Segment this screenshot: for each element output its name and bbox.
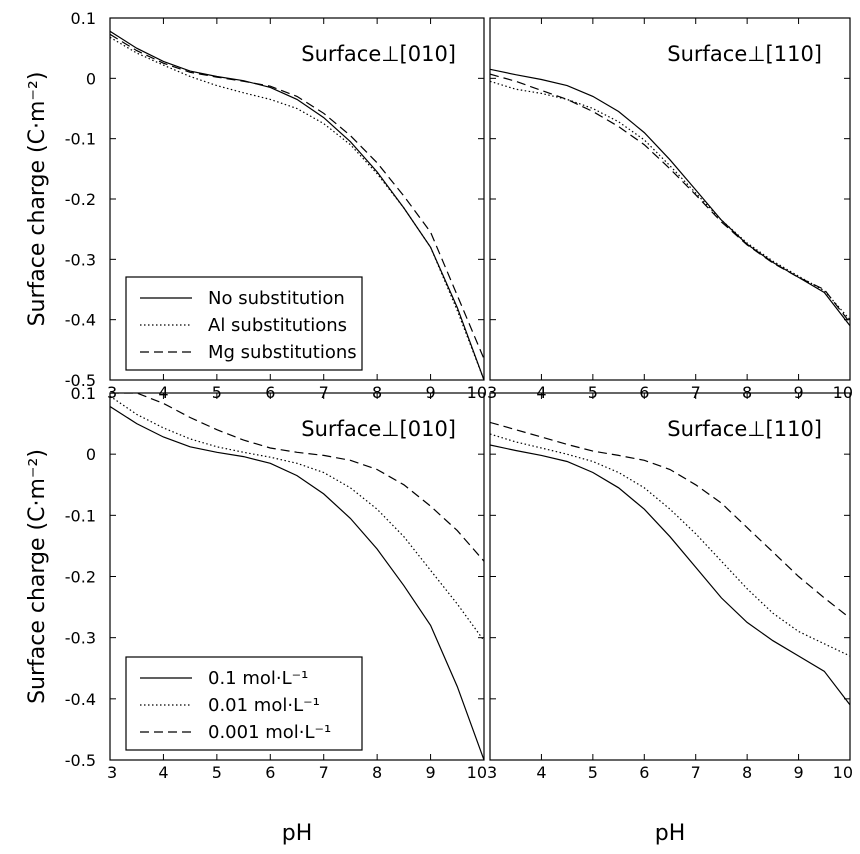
y-tick-label: -0.5 [65, 751, 96, 770]
series-line-2 [110, 36, 484, 380]
series-line-1 [110, 405, 484, 760]
x-tick-label: 7 [691, 763, 701, 782]
x-tick-label: 8 [742, 763, 752, 782]
y-tick-label: -0.2 [65, 568, 96, 587]
y-tick-label: -0.3 [65, 629, 96, 648]
y-tick-label: 0.1 [71, 384, 96, 403]
y-tick-label: -0.4 [65, 311, 96, 330]
series-line-3 [490, 73, 850, 324]
plot-frame [489, 17, 851, 381]
y-axis-title: Surface charge (C·m⁻²) [25, 72, 50, 327]
x-tick-label: 5 [588, 763, 598, 782]
y-tick-label: -0.2 [65, 190, 96, 209]
y-tick-label: -0.3 [65, 250, 96, 269]
series-line-3 [110, 393, 484, 562]
x-tick-label: 3 [107, 763, 117, 782]
y-tick-label: 0 [86, 69, 96, 88]
legend-label: No substitution [208, 288, 345, 309]
series-line-3 [110, 33, 484, 360]
series-line-2 [110, 395, 484, 642]
legend-label: Al substitutions [208, 315, 347, 336]
x-tick-label: 8 [372, 763, 382, 782]
chart-panel-4: 3 4 5 6 7 8 9 10 Surface⊥[110] pH [487, 392, 853, 846]
y-tick-label: -0.5 [65, 371, 96, 390]
panel-title: Surface⊥[010] [301, 42, 456, 66]
y-axis-title: Surface charge (C·m⁻²) [25, 449, 50, 704]
legend-label: 0.001 mol·L⁻¹ [208, 722, 331, 743]
series-line-2 [490, 80, 850, 321]
x-tick-label: 4 [536, 763, 546, 782]
series-line-1 [490, 68, 850, 327]
x-tick-label: 6 [265, 763, 275, 782]
series-line-2 [490, 433, 850, 657]
panel-title: Surface⊥[110] [667, 417, 822, 441]
panel-title: Surface⊥[110] [667, 42, 822, 66]
x-tick-label: 5 [212, 763, 222, 782]
x-tick-label: 9 [793, 763, 803, 782]
y-tick-label: 0.1 [71, 9, 96, 28]
x-tick-label: 6 [639, 763, 649, 782]
x-axis-title: pH [282, 821, 313, 846]
plot-frame [489, 392, 851, 761]
x-tick-label: 7 [319, 763, 329, 782]
x-tick-label: 10 [467, 763, 487, 782]
y-tick-label: 0 [86, 445, 96, 464]
panel-title: Surface⊥[010] [301, 417, 456, 441]
x-tick-label: 4 [158, 763, 168, 782]
y-tick-label: -0.1 [65, 130, 96, 149]
series-line-1 [490, 444, 850, 706]
y-tick-label: -0.1 [65, 506, 96, 525]
legend-label: 0.01 mol·L⁻¹ [208, 695, 320, 716]
x-tick-label: 3 [487, 763, 497, 782]
y-tick-label: -0.4 [65, 690, 96, 709]
legend-box [125, 656, 363, 751]
chart-panel-3: 3 4 5 6 7 8 9 10 0.1 0 -0.1 -0.2 -0.3 -0.4 -0.5 Surface… [25, 384, 487, 846]
legend: 0.1 mol·L⁻¹ 0.01 mol·L⁻¹ 0.001 mol·L⁻¹ [125, 656, 363, 751]
legend: No substitution Al substitutions Mg substi… [125, 276, 363, 371]
x-axis-title: pH [655, 821, 686, 846]
legend-label: 0.1 mol·L⁻¹ [208, 668, 308, 689]
legend-label: Mg substitutions [208, 342, 357, 363]
chart-panel-1: 3 4 5 6 7 8 9 100.10-0.1-0.2-0.3-0.4-0.5Surface… [25, 9, 487, 402]
x-tick-label: 10 [833, 763, 853, 782]
series-line-3 [490, 421, 850, 619]
legend-box [125, 276, 363, 371]
x-tick-label: 9 [425, 763, 435, 782]
